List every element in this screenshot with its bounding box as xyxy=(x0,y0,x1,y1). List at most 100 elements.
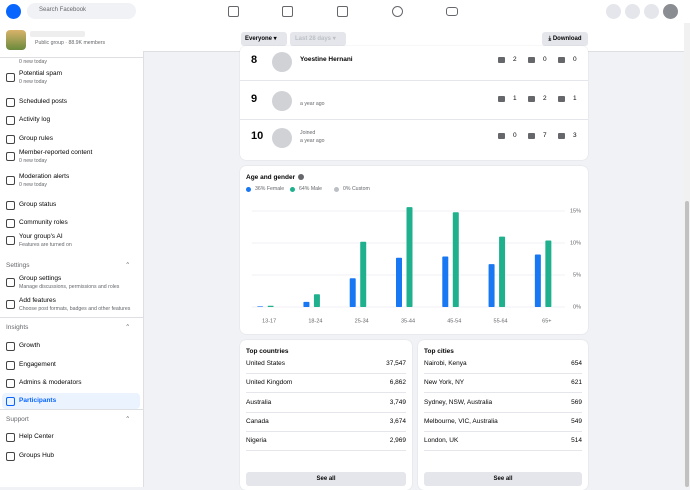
place-count: 3,674 xyxy=(389,417,406,425)
nav-item[interactable]: Admins & moderators xyxy=(2,375,140,391)
group-avatar[interactable] xyxy=(6,30,26,50)
nav-item[interactable]: Group rules xyxy=(2,131,140,147)
range-label: Last 28 days xyxy=(295,36,332,42)
collapse-chevron[interactable]: ⌃ xyxy=(125,416,131,423)
place-name: Nigeria xyxy=(246,437,267,445)
stat-value: 7 xyxy=(543,132,547,139)
home-icon[interactable] xyxy=(228,6,239,17)
place-name: Nairobi, Kenya xyxy=(424,360,467,367)
nav-item[interactable]: Participants xyxy=(2,393,140,409)
nav-item[interactable]: Add features Choose post formats, badges … xyxy=(2,296,140,316)
gaming-icon[interactable] xyxy=(446,7,458,16)
nav-item[interactable]: 0 new today xyxy=(2,54,140,70)
search-box[interactable]: Search Facebook xyxy=(27,3,136,19)
stat-value: 0 xyxy=(573,56,577,63)
divider xyxy=(0,57,143,58)
avatar xyxy=(272,91,292,111)
nav-item[interactable]: Potential spam 0 new today xyxy=(2,69,140,89)
video-icon[interactable] xyxy=(282,6,293,17)
nav-label: Growth xyxy=(19,342,40,349)
nav-label: Moderation alerts xyxy=(19,173,70,180)
bar xyxy=(313,294,320,307)
nav-item[interactable]: Group status xyxy=(2,197,140,213)
divider xyxy=(246,411,406,413)
rank: 9 xyxy=(251,93,258,105)
x-tick-label: 45-54 xyxy=(447,318,461,324)
bar xyxy=(406,207,413,307)
facebook-logo[interactable] xyxy=(6,4,21,19)
member-name: Yoestine Hernani xyxy=(300,56,353,63)
bar xyxy=(534,254,541,307)
top-cities-card: Top cities Nairobi, Kenya 654 New York, NY 6… xyxy=(418,340,588,490)
y-tick-label: 10% xyxy=(570,240,581,246)
menu-button[interactable] xyxy=(606,4,621,19)
audience-dropdown[interactable]: Everyone ▾ xyxy=(241,32,287,46)
section-header: Insights xyxy=(6,324,29,331)
collapse-chevron[interactable]: ⌃ xyxy=(125,262,131,269)
scroll-thumb[interactable] xyxy=(685,201,689,487)
legend-label: 0% Custom xyxy=(343,186,370,192)
nav-label: Group settings xyxy=(19,275,62,282)
member-meta: a year ago xyxy=(300,101,325,107)
nav-item[interactable]: Moderation alerts 0 new today xyxy=(2,172,140,192)
place-name: United States xyxy=(246,360,286,367)
notifications-button[interactable] xyxy=(644,4,659,19)
nav-sublabel: 0 new today xyxy=(19,158,47,164)
nav-sublabel: 0 new today xyxy=(19,79,47,85)
nav-label: Add features xyxy=(19,297,56,304)
bar xyxy=(396,257,402,307)
stat-value: 0 xyxy=(543,56,547,63)
nav-item[interactable]: Member-reported content 0 new today xyxy=(2,148,140,168)
member-meta: a year ago xyxy=(300,138,325,144)
stat-icon xyxy=(498,57,505,63)
nav-item[interactable]: Growth xyxy=(2,338,140,354)
place-name: Australia xyxy=(246,398,272,406)
age-gender-card: Age and gender 36% Female 64% Male 0% Cust… xyxy=(240,166,588,334)
x-tick-label: 65+ xyxy=(542,318,551,324)
stat-icon xyxy=(528,133,535,139)
legend-swatch xyxy=(246,187,251,192)
legend-swatch xyxy=(290,187,295,192)
nav-icon xyxy=(6,342,15,351)
nav-item[interactable]: Your group's AI Features are turned on xyxy=(2,232,140,252)
marketplace-icon[interactable] xyxy=(337,6,348,17)
info-icon[interactable] xyxy=(298,174,304,180)
nav-label: Scheduled posts xyxy=(19,98,68,105)
nav-item[interactable]: Community roles xyxy=(2,215,140,231)
nav-label: Your group's AI xyxy=(19,233,63,240)
nav-label: Member-reported content xyxy=(19,149,93,156)
messenger-button[interactable] xyxy=(625,4,640,19)
nav-sublabel: 0 new today xyxy=(19,59,47,65)
see-all-button[interactable]: See all xyxy=(246,472,406,486)
see-all-button[interactable]: See all xyxy=(424,472,582,486)
group-meta: Public group · 88.9K members xyxy=(35,40,106,46)
range-dropdown[interactable]: Last 28 days ▾ xyxy=(290,32,346,46)
profile-button[interactable] xyxy=(663,4,678,19)
search-placeholder: Search Facebook xyxy=(39,7,87,13)
groups-icon[interactable] xyxy=(392,6,403,17)
nav-item[interactable]: Help Center xyxy=(2,429,140,445)
top-contributors-card: 8 Yoestine Hernani 2 0 0 9 a year ago 1 2 1 10 Join… xyxy=(240,46,588,160)
nav-label: Group rules xyxy=(19,135,53,142)
chart: 0% 5% 10% 15% 13-17 18-24 25-34 35-44 45-54 55-64… xyxy=(252,207,581,324)
collapse-chevron[interactable]: ⌃ xyxy=(125,324,131,331)
nav-icon xyxy=(6,236,15,245)
nav-icon xyxy=(6,135,15,144)
nav-icon xyxy=(6,278,15,287)
download-button[interactable]: ⤓ Download xyxy=(542,32,588,46)
nav-item[interactable]: Scheduled posts xyxy=(2,94,140,110)
nav-item[interactable]: Engagement xyxy=(2,357,140,373)
nav-sublabel: Manage discussions, permissions and role… xyxy=(19,284,120,290)
nav-icon xyxy=(6,219,15,228)
nav-label: Group status xyxy=(19,201,57,208)
divider xyxy=(424,373,582,374)
stat-icon xyxy=(558,133,565,139)
x-tick-label: 18-24 xyxy=(308,318,322,324)
y-tick-label: 15% xyxy=(570,208,581,214)
nav-item[interactable]: Group settings Manage discussions, permis… xyxy=(2,274,140,294)
nav-item[interactable]: Activity log xyxy=(2,112,140,128)
place-name: United Kingdom xyxy=(246,379,293,387)
legend-label: 64% Male xyxy=(299,186,323,192)
nav-item[interactable]: Groups Hub xyxy=(2,448,140,464)
y-tick-label: 0% xyxy=(573,304,581,310)
